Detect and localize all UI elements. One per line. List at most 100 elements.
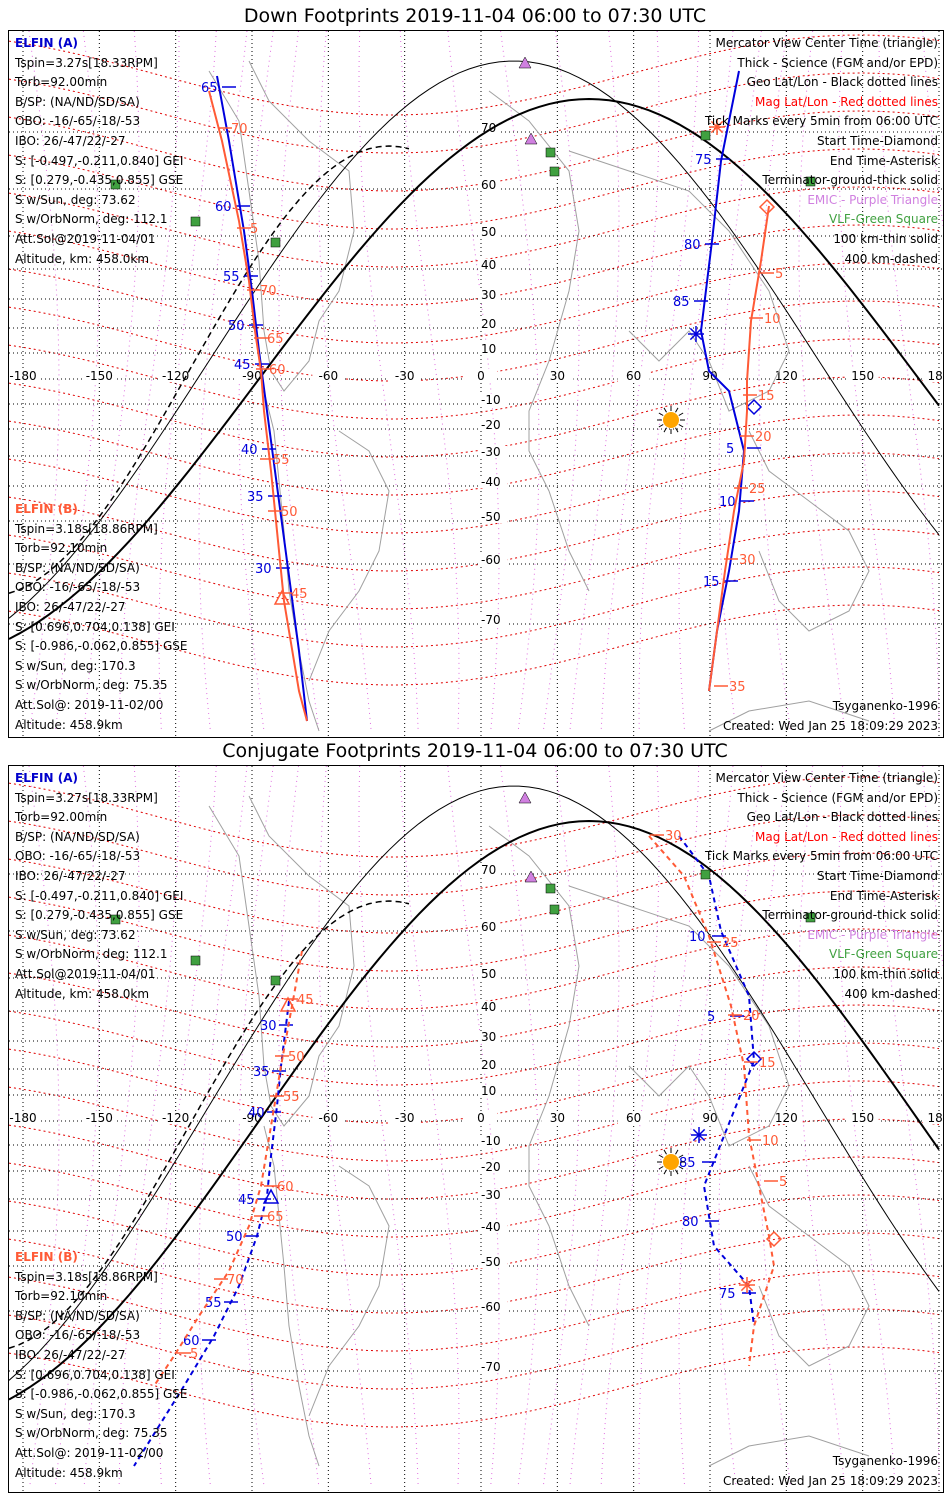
info-line: IBO: 26/-47/22/-27 <box>15 868 126 883</box>
legend-item: Tick Marks every 5min from 06:00 UTC <box>704 849 938 864</box>
elfin-a-track <box>678 835 756 1327</box>
mag-lat-line <box>9 1232 940 1314</box>
legend-item: 400 km-dashed <box>844 251 938 266</box>
elfin-a-tick-label: 85 <box>679 1156 696 1171</box>
elfin-b-track <box>208 90 308 722</box>
info-line: Att.Sol@2019-11-04/01 <box>15 231 156 246</box>
info-line: S: [-0.497,-0.211,0.840] GEI <box>15 888 184 903</box>
elfin-b-tick-label: 50 <box>288 1050 305 1065</box>
info-line: B/SP: (NA/ND/SD/SA) <box>15 94 140 109</box>
lon-label-bg <box>9 1111 39 1124</box>
start-diamond-icon <box>758 198 776 216</box>
lon-label-bg <box>465 369 497 382</box>
mlt-line <box>238 31 274 732</box>
coastline <box>308 1165 390 1417</box>
lat-label-bg <box>479 968 499 980</box>
emic-triangle-icon <box>524 870 538 883</box>
lat-label: 20 <box>481 1058 496 1072</box>
legend-item: Tick Marks every 5min from 06:00 UTC <box>704 114 938 129</box>
sun-ray <box>658 412 664 416</box>
end-asterisk-icon <box>692 1128 706 1142</box>
mag-lat-line <box>9 1194 940 1276</box>
mlt-line <box>542 31 580 732</box>
start-diamond-icon <box>765 1230 783 1248</box>
mlt-line <box>718 31 762 732</box>
lat-label: 60 <box>481 920 496 934</box>
elfin-b-tick-label: 5 <box>250 222 258 237</box>
lon-label-bg <box>388 369 421 382</box>
mlt-line <box>922 766 943 970</box>
mag-lat-line <box>9 528 940 610</box>
elfin-a-tick-label: 75 <box>695 153 712 168</box>
info-line: IBO: 26/-47/22/-27 <box>15 1347 126 1362</box>
info-line: S w/Sun, deg: 73.62 <box>15 927 136 942</box>
lat-label-bg <box>479 1221 507 1233</box>
lon-label-bg <box>465 1111 497 1124</box>
coastline <box>708 1435 870 1467</box>
coastline <box>308 430 390 682</box>
mag-lat-line <box>9 1004 940 1086</box>
elfin-a-lines: Tspin=3.27s[18.33RPM] Torb=92.00min B/SP: … <box>15 54 183 270</box>
terminator-400km-line <box>9 900 410 1349</box>
lon-label: 30 <box>550 369 565 383</box>
terminator-100km-line <box>9 60 940 619</box>
lat-label: -60 <box>481 1300 501 1314</box>
lat-label-bg <box>479 1085 499 1097</box>
center-time-triangle-icon <box>273 589 291 605</box>
mlt-line <box>678 766 734 1487</box>
elfin-a-tick-label: 50 <box>226 1230 243 1245</box>
mag-lat-line <box>9 148 940 230</box>
vlf-square-icon <box>700 869 711 880</box>
elfin-a-tick-label: 80 <box>684 238 701 253</box>
lat-label-bg <box>479 289 499 301</box>
mlt-line <box>638 766 700 1487</box>
elfin-b-name: ELFIN (B) <box>15 502 78 516</box>
terminator-400km-line <box>9 145 410 594</box>
info-line: Torb=92.00min <box>15 75 108 90</box>
mag-lat-line <box>9 414 940 496</box>
elfin-a-tick-label: 5 <box>726 442 734 457</box>
center-time-triangle-icon <box>279 996 297 1012</box>
panel-title-conjugate: Conjugate Footprints 2019-11-04 06:00 to… <box>222 740 728 762</box>
sun-ray <box>675 427 679 433</box>
elfin-a-tick-label: 65 <box>201 81 218 96</box>
lat-label-bg <box>479 476 507 488</box>
panel-title-down: Down Footprints 2019-11-04 06:00 to 07:3… <box>243 5 707 27</box>
elfin-b-lines: Tspin=3.18s[18.86RPM] Torb=92.10min B/SP: … <box>15 1268 188 1484</box>
mlt-line <box>798 766 846 1487</box>
lat-label-bg <box>479 446 507 458</box>
mag-lat-line <box>9 452 940 534</box>
lat-label-bg <box>479 394 507 406</box>
elfin-a-tick-label: 85 <box>673 295 690 310</box>
mag-lat-line <box>9 776 940 858</box>
elfin-a-tick-label: 60 <box>183 1334 200 1349</box>
elfin-b-tick-label: 45 <box>291 587 308 602</box>
lat-label: 50 <box>481 225 496 239</box>
mag-lat-line <box>9 890 940 972</box>
coastline <box>488 825 590 1327</box>
lon-label: -120 <box>162 369 189 383</box>
end-asterisk-icon <box>689 327 703 341</box>
lon-label-bg <box>83 369 116 382</box>
mlt-line <box>399 766 460 1487</box>
elfin-b-tick-label: 70 <box>231 122 248 137</box>
lon-label: 60 <box>626 1111 641 1125</box>
legend-item: Geo Lat/Lon - Black dotted lines <box>746 75 938 90</box>
legend-item: EMIC - Purple Triangle <box>807 192 938 207</box>
mag-lat-line <box>9 852 940 934</box>
lat-label-bg <box>479 1031 499 1043</box>
mlt-line <box>798 31 846 732</box>
vlf-square-icon <box>110 914 121 925</box>
lat-label: -30 <box>481 1188 501 1202</box>
legend-item: Thick - Science (FGM and/or EPD) <box>737 790 938 805</box>
elfin-b-tick-label: 35 <box>729 680 746 695</box>
terminator-line <box>9 819 940 1401</box>
lat-label-bg <box>479 511 507 523</box>
lat-label: -30 <box>481 445 501 459</box>
lat-label-bg <box>479 554 507 566</box>
legend-item: Terminator-ground-thick solid <box>762 173 938 188</box>
mag-lat-line <box>9 262 940 344</box>
info-line: Tspin=3.18s[18.86RPM] <box>15 1269 158 1284</box>
elfin-a-name: ELFIN (A) <box>15 36 78 50</box>
center-time-triangle-icon <box>262 1188 280 1204</box>
